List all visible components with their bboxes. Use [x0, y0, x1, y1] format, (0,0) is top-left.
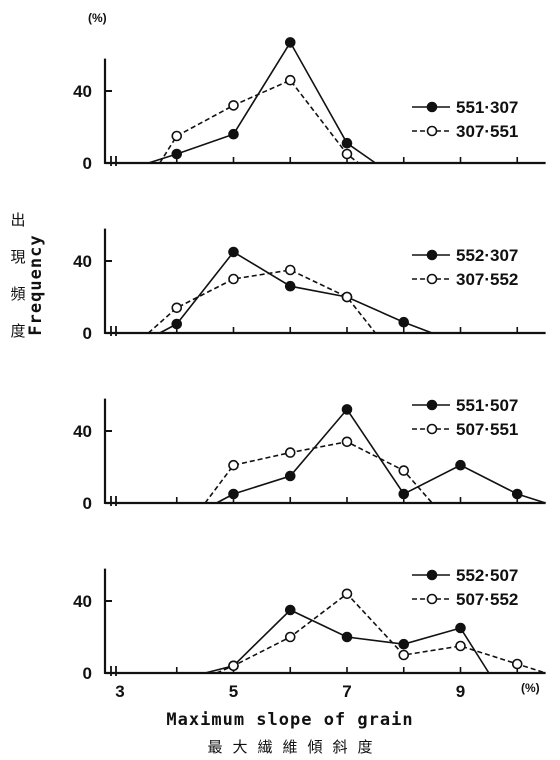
data-point — [171, 318, 183, 330]
x-tick-label: 5 — [229, 682, 238, 701]
x-unit-label: (%) — [521, 681, 540, 695]
legend-marker — [426, 273, 438, 285]
series-line-1 — [148, 40, 376, 164]
legend-marker — [426, 399, 438, 411]
data-point — [228, 128, 239, 140]
data-point — [284, 470, 296, 482]
legend-marker — [426, 249, 438, 261]
x-tick-label: 9 — [456, 682, 465, 701]
series-line-2 — [159, 79, 359, 164]
legend-label: 307·552 — [456, 270, 518, 289]
panel-2: 0 40 552·307 307·552 — [73, 228, 546, 343]
data-point — [228, 660, 239, 672]
data-point — [228, 273, 239, 285]
legend-label: 551·507 — [456, 396, 518, 415]
y-tick-label: 0 — [83, 494, 92, 513]
data-point — [341, 631, 353, 643]
y-tick-label: 40 — [73, 252, 92, 271]
panel-1: 0 40 551·307 307·551 — [73, 37, 546, 173]
data-point — [228, 100, 239, 111]
data-point — [284, 74, 296, 86]
data-point — [511, 488, 523, 500]
y-tick-label: 40 — [73, 422, 92, 441]
x-axis-title: Maximum slope of grain — [166, 710, 413, 730]
data-point — [455, 459, 466, 471]
data-point — [284, 280, 296, 292]
legend-label: 552·307 — [456, 246, 518, 265]
data-point — [398, 638, 410, 650]
series-line-2 — [216, 592, 546, 674]
series-line-2 — [204, 440, 433, 504]
x-tick-label: 7 — [342, 682, 351, 701]
data-point — [341, 404, 353, 415]
x-tick-label: 3 — [115, 682, 124, 701]
data-point — [455, 622, 466, 634]
data-point — [511, 658, 523, 670]
data-point — [171, 130, 183, 142]
data-point — [341, 291, 353, 303]
y-tick-label: 40 — [73, 592, 92, 611]
y-axis-title-ja-char: 出 — [10, 211, 25, 229]
chart-panels: 0 40 551·307 307·551 0 40 552·307 307·552 0 40 551… — [73, 37, 546, 701]
data-point — [341, 137, 353, 149]
data-point — [284, 264, 296, 276]
legend-label: 507·551 — [456, 420, 518, 439]
series-line-2 — [147, 269, 377, 334]
data-point — [228, 459, 239, 471]
data-point — [341, 148, 353, 160]
legend-marker — [426, 593, 438, 605]
legend-marker — [426, 125, 438, 137]
series-line-1 — [216, 408, 546, 504]
legend-marker — [426, 423, 438, 435]
data-point — [284, 631, 296, 643]
panel-4: 0 40 3 5 7 9 552·507 507·552 — [73, 566, 546, 701]
data-point — [171, 302, 183, 314]
data-point — [284, 447, 296, 458]
legend-label: 507·552 — [456, 590, 518, 609]
legend-label: 552·507 — [456, 566, 518, 585]
data-point — [284, 37, 296, 48]
legend-label: 551·307 — [456, 98, 518, 117]
y-tick-label: 40 — [73, 82, 92, 101]
y-tick-label: 0 — [83, 324, 92, 343]
data-point — [341, 436, 353, 448]
data-point — [455, 640, 466, 652]
data-point — [284, 604, 296, 616]
data-point — [398, 488, 410, 500]
series-line-1 — [159, 250, 433, 334]
y-axis-title: Frequency — [26, 234, 46, 335]
data-point — [171, 148, 183, 160]
data-point — [398, 649, 410, 661]
y-axis-title-ja-char: 現 — [10, 248, 25, 266]
panel-3: 0 40 551·507 507·551 — [73, 396, 546, 513]
y-tick-label: 0 — [83, 154, 92, 173]
legend-marker — [426, 569, 438, 581]
data-point — [228, 246, 239, 258]
data-point — [228, 488, 239, 500]
legend-label: 307·551 — [456, 122, 518, 141]
y-unit-label: (%) — [88, 11, 107, 25]
data-point — [398, 465, 410, 476]
data-point — [398, 316, 410, 328]
y-axis-title-ja-char: 頻 — [10, 285, 25, 303]
y-axis-title-ja-char: 度 — [10, 322, 25, 340]
x-axis-title-ja: 最大繊維傾斜度 — [207, 738, 382, 756]
legend-marker — [426, 101, 438, 113]
data-point — [341, 588, 353, 600]
y-tick-label: 0 — [83, 664, 92, 683]
